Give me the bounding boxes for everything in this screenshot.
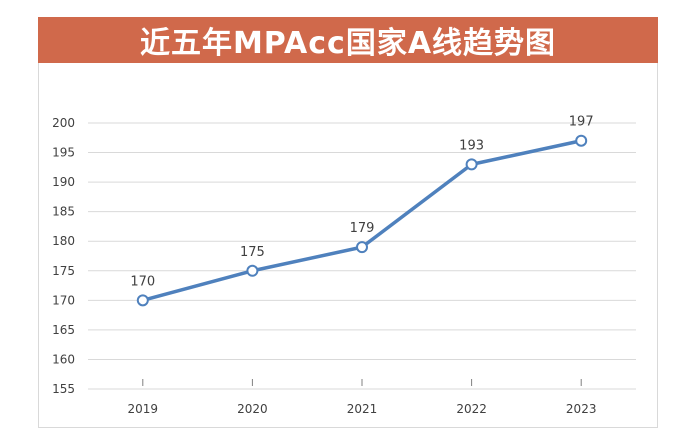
data-point-marker	[465, 158, 478, 171]
y-tick-label: 165	[52, 323, 75, 337]
y-tick-label: 170	[52, 293, 75, 307]
y-tick-label: 200	[52, 116, 75, 130]
chart-title: 近五年MPAcc国家A线趋势图	[139, 26, 557, 61]
x-tick-label: 2019	[128, 402, 159, 416]
y-tick-label: 155	[52, 382, 75, 396]
chart-frame	[38, 63, 658, 428]
y-tick-label: 175	[52, 264, 75, 278]
data-point-marker	[136, 294, 149, 307]
y-tick-label: 160	[52, 352, 75, 366]
data-label: 179	[350, 221, 375, 236]
y-tick-label: 180	[52, 234, 75, 248]
data-label: 197	[569, 115, 594, 130]
data-point-marker	[246, 264, 259, 277]
data-labels: 170 175 179 193 197	[130, 115, 593, 290]
title-banner: 近五年MPAcc国家A线趋势图	[38, 17, 658, 63]
data-point-marker	[575, 134, 588, 147]
y-tick-label: 195	[52, 146, 75, 160]
x-tick-label: 2021	[347, 402, 378, 416]
gridlines	[88, 122, 636, 390]
x-axis: 2019 2020 2021 2022 2023	[128, 379, 597, 416]
y-tick-label: 185	[52, 205, 75, 219]
x-tick-label: 2023	[566, 402, 597, 416]
data-label: 193	[459, 138, 484, 153]
data-label: 170	[130, 274, 155, 289]
data-point-marker	[356, 241, 368, 254]
data-label: 175	[240, 245, 265, 260]
x-tick-label: 2022	[456, 402, 487, 416]
y-tick-label: 190	[52, 175, 75, 189]
y-axis-tick-labels: 155 160 165 170 175 180 185 190 195 200	[52, 116, 75, 396]
x-tick-label: 2020	[237, 402, 268, 416]
data-markers	[136, 134, 588, 307]
